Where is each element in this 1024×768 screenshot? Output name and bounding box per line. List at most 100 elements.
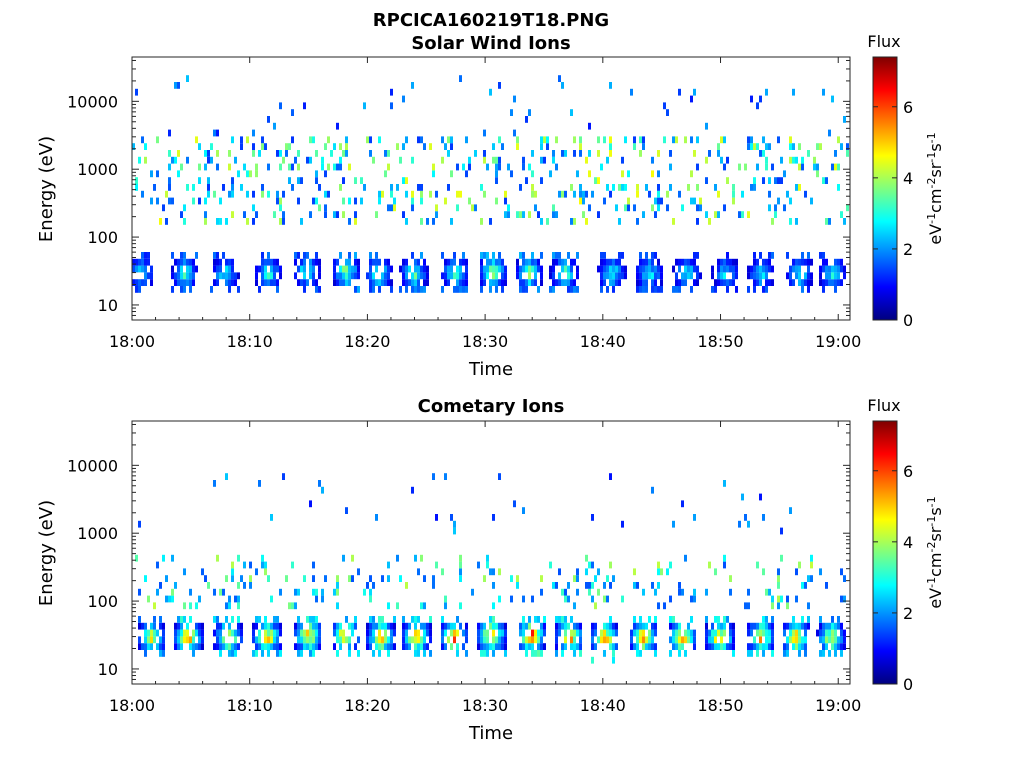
flux-cell [333,143,336,150]
flux-cell [699,204,702,212]
flux-cell [171,595,174,603]
flux-cell [651,486,654,494]
flux-cell [729,629,732,637]
flux-cell [549,265,552,273]
flux-cell [693,636,696,644]
flux-cell [441,616,444,623]
flux-cell [783,643,786,650]
flux-cell [537,286,540,293]
flux-cell [501,629,504,637]
flux-cell [534,279,537,286]
flux-cell [486,561,489,569]
flux-cell [375,636,378,644]
flux-cell [603,595,606,603]
flux-cell [732,643,735,650]
flux-cell [210,286,213,293]
flux-cell [657,204,660,212]
flux-cell [306,643,309,650]
flux-cell [576,170,579,178]
flux-cell [789,265,792,273]
flux-cell [312,629,315,637]
flux-cell [231,136,234,144]
flux-cell [537,258,540,266]
flux-cell [378,636,381,644]
flux-cell [732,197,735,205]
flux-cell [387,163,390,171]
flux-cell [303,286,306,293]
flux-cell [411,279,414,286]
flux-cell [807,258,810,266]
flux-cell [579,622,582,630]
flux-cell [303,258,306,266]
flux-cell [300,650,303,657]
flux-cell [504,622,507,630]
flux-cell [756,622,759,630]
flux-cell [174,582,177,589]
flux-cell [480,636,483,644]
flux-cell [450,643,453,650]
flux-cell [600,258,603,266]
flux-cell [489,279,492,286]
flux-cell [564,279,567,286]
flux-cell [690,616,693,623]
flux-cell [789,629,792,637]
flux-cell [567,582,570,589]
flux-cell [426,629,429,637]
flux-cell [354,218,357,225]
flux-cell [684,554,687,562]
flux-cell [258,480,261,487]
colorbar-gradient [872,420,898,685]
flux-cell [234,629,237,637]
flux-cell [441,636,444,644]
flux-cell [153,636,156,644]
flux-cell [747,211,750,218]
flux-cell [522,629,525,637]
flux-cell [141,265,144,273]
flux-cell [675,643,678,650]
flux-cell [804,643,807,650]
flux-cell [498,163,501,171]
flux-cell [732,636,735,644]
flux-cell [828,218,831,225]
flux-cell [450,265,453,273]
flux-cell [690,636,693,644]
flux-cell [750,650,753,657]
flux-cell [537,650,540,657]
flux-cell [552,582,555,589]
flux-cell [837,636,840,644]
x-axis-label-solar-wind: Time [468,359,513,380]
flux-cell [654,588,657,596]
flux-cell [630,629,633,637]
flux-cell [690,286,693,293]
flux-cell [654,650,657,657]
flux-cell [192,629,195,637]
flux-cell [414,258,417,266]
flux-cell [252,129,255,137]
flux-cell [453,622,456,630]
flux-cell [462,272,465,280]
flux-cell [456,163,459,171]
flux-cell [771,163,774,171]
flux-cell [231,643,234,650]
flux-cell [777,575,780,582]
flux-cell [537,636,540,644]
flux-cell [252,204,255,212]
flux-cell [684,629,687,637]
flux-cell [753,272,756,280]
flux-cell [618,218,621,225]
flux-cell [807,272,810,280]
flux-cell [807,150,810,157]
flux-cell [456,616,459,623]
flux-cell [318,480,321,487]
flux-cell [564,150,567,157]
flux-cell [144,643,147,650]
flux-cell [390,204,393,212]
flux-cell [540,252,543,259]
flux-cell [252,622,255,630]
colorbar-gradient [872,56,898,321]
flux-cell [348,279,351,286]
flux-cell [630,643,633,650]
flux-cell [816,170,819,178]
flux-cell [243,163,246,171]
flux-cell [657,561,660,569]
